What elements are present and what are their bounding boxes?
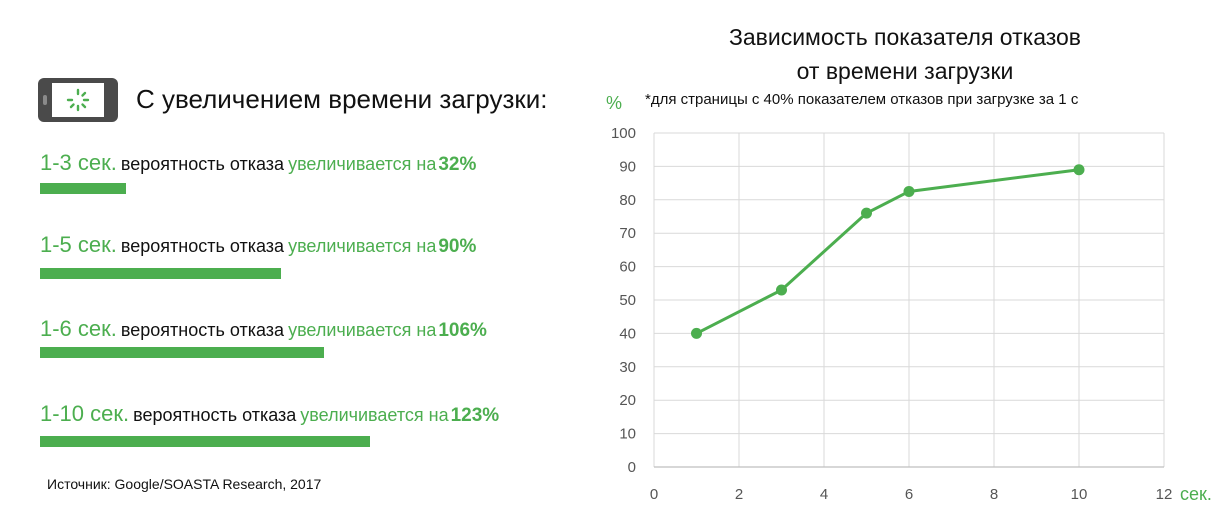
stat-row: 1-5 сек. вероятность отказа увеличивается … (40, 232, 476, 258)
chart-title-line-1: Зависимость показателя отказов (728, 24, 1082, 50)
y-tick-label: 50 (619, 292, 636, 309)
x-tick-label: 0 (650, 486, 658, 503)
y-tick-label: 90 (619, 158, 636, 175)
x-tick-label: 6 (905, 486, 913, 503)
data-point (903, 185, 915, 197)
stat-percent: 32% (438, 154, 477, 175)
stat-bar (40, 183, 126, 194)
y-tick-label: 30 (619, 359, 636, 376)
stat-label: вероятность отказа (133, 405, 297, 425)
series-line (695, 168, 1080, 335)
stat-range: 1-5 сек. (40, 232, 117, 257)
y-tick-label: 40 (619, 325, 636, 342)
x-tick-label: 4 (820, 486, 828, 503)
y-tick-label: 10 (619, 426, 636, 443)
stat-label: вероятность отказа (120, 236, 285, 256)
y-tick-label: 70 (619, 225, 636, 242)
stat-row: 1-6 сек. вероятность отказа увеличивается … (40, 316, 487, 342)
left-headline: С увеличением времени загрузки: (136, 84, 548, 114)
y-tick-label: 100 (611, 125, 636, 142)
x-tick-label: 8 (990, 486, 998, 503)
source-note: Источник: Google/SOASTA Research, 2017 (47, 476, 322, 492)
stat-trend: увеличивается на (288, 154, 437, 174)
stat-percent: 90% (438, 236, 477, 257)
phone-home-button (43, 95, 47, 105)
stat-bar (40, 436, 370, 447)
stat-row: 1-10 сек. вероятность отказа увеличивается… (40, 401, 499, 427)
stat-trend: увеличивается на (300, 405, 449, 425)
stat-trend: увеличивается на (288, 320, 437, 340)
loading-spinner-icon (66, 88, 90, 112)
phone-icon (38, 78, 118, 122)
phone-screen (52, 83, 104, 117)
y-axis-label: % (606, 93, 623, 113)
y-tick-label: 0 (628, 459, 636, 476)
data-point (1073, 164, 1085, 176)
x-tick-label: 12 (1156, 486, 1173, 503)
stat-percent: 123% (450, 405, 500, 426)
stat-label: вероятность отказа (120, 320, 285, 340)
chart-note: *для страницы с 40% показателем отказов … (645, 91, 1079, 108)
stat-trend: увеличивается на (288, 236, 437, 256)
stat-range: 1-6 сек. (40, 316, 117, 341)
chart-title-line-2: от времени загрузки (796, 58, 1014, 84)
x-tick-label: 10 (1071, 486, 1088, 503)
data-point (776, 284, 787, 296)
stat-range: 1-10 сек. (40, 401, 130, 426)
x-axis-label: сек. (1180, 484, 1212, 504)
data-point (691, 327, 702, 339)
stat-bar (40, 268, 281, 279)
x-tick-label: 2 (735, 486, 743, 503)
stat-range: 1-3 сек. (40, 150, 117, 175)
stat-label: вероятность отказа (120, 154, 285, 174)
data-point (861, 207, 872, 219)
stat-bar (40, 347, 324, 358)
stat-row: 1-3 сек. вероятность отказа увеличивается … (40, 150, 476, 176)
y-tick-label: 60 (619, 259, 636, 276)
y-tick-label: 80 (619, 192, 636, 209)
y-tick-label: 20 (619, 392, 636, 409)
stat-percent: 106% (438, 320, 487, 341)
